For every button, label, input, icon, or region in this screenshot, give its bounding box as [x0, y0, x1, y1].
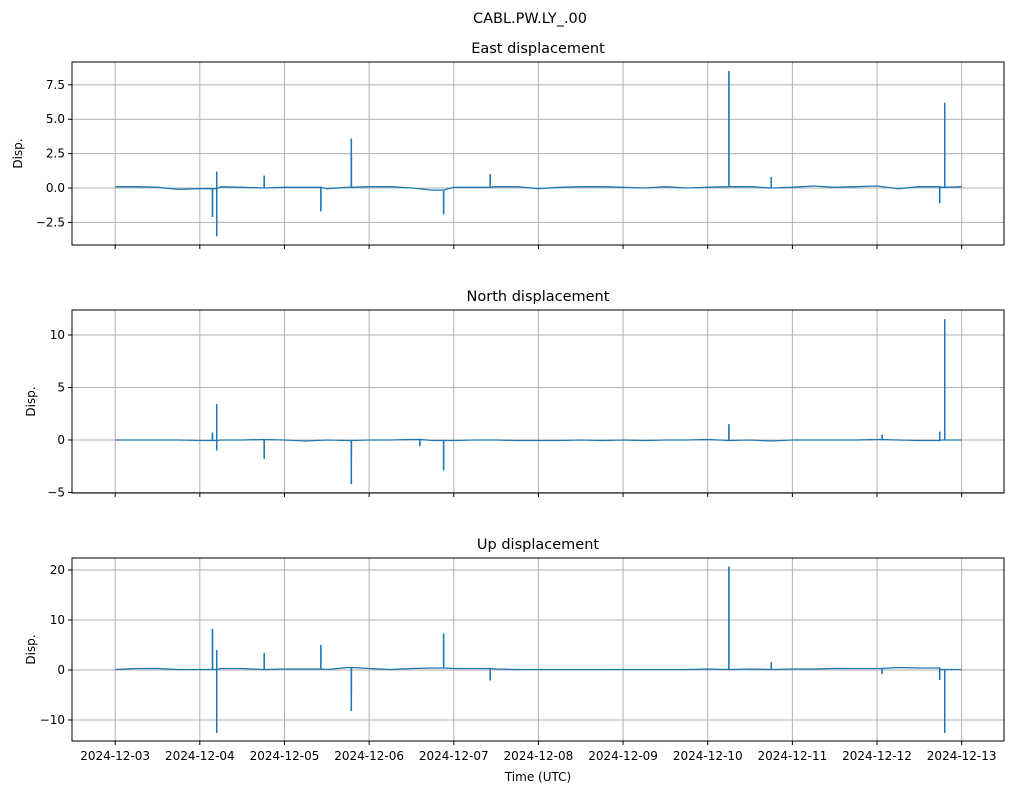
- panel-north: −5 0 5 10 North displacement Disp.: [24, 289, 1005, 499]
- x-tick-label: 2024-12-07: [419, 749, 489, 763]
- series-line: [115, 566, 962, 733]
- y-tick-label: 5: [57, 380, 65, 394]
- panel-title: North displacement: [467, 289, 610, 305]
- x-tick-label: 2024-12-12: [842, 749, 912, 763]
- x-tick-label: 2024-12-03: [80, 749, 150, 763]
- x-tick-label: 2024-12-13: [927, 749, 997, 763]
- y-tick-label: 0: [57, 433, 65, 447]
- x-tick-label: 2024-12-09: [588, 749, 658, 763]
- figure-title: CABL.PW.LY_.00: [473, 11, 587, 27]
- y-tick-label: 10: [50, 328, 65, 342]
- x-axis-label: Time (UTC): [504, 770, 571, 784]
- x-tick-label: 2024-12-11: [757, 749, 827, 763]
- x-tick-label: 2024-12-04: [165, 749, 235, 763]
- y-tick-label: 0: [57, 663, 65, 677]
- y-tick-label: 10: [50, 613, 65, 627]
- y-tick-label: 20: [50, 563, 65, 577]
- panel-east: −2.5 0.0 2.5 5.0 7.5 East displacement Disp.: [11, 41, 1005, 249]
- series-line: [115, 71, 962, 237]
- y-tick-label: 0.0: [46, 181, 65, 195]
- x-tick-label: 2024-12-06: [334, 749, 404, 763]
- y-axis-label: Disp.: [24, 386, 38, 416]
- x-tick-label: 2024-12-10: [673, 749, 743, 763]
- x-tick-label: 2024-12-05: [250, 749, 320, 763]
- y-tick-label: 7.5: [46, 78, 65, 92]
- x-tick-label: 2024-12-08: [504, 749, 574, 763]
- y-tick-label: −5: [47, 485, 65, 499]
- y-tick-label: 2.5: [46, 147, 65, 161]
- y-tick-label: −10: [40, 713, 65, 727]
- y-tick-label: 5.0: [46, 112, 65, 126]
- panel-title: Up displacement: [477, 537, 599, 553]
- panel-title: East displacement: [471, 41, 605, 57]
- y-axis-label: Disp.: [11, 138, 25, 168]
- y-axis-label: Disp.: [24, 634, 38, 664]
- y-tick-label: −2.5: [36, 215, 65, 229]
- panel-up: −10 0 10 20 2024-12-03 2024-12-04 2024-12-05 20…: [24, 537, 1005, 784]
